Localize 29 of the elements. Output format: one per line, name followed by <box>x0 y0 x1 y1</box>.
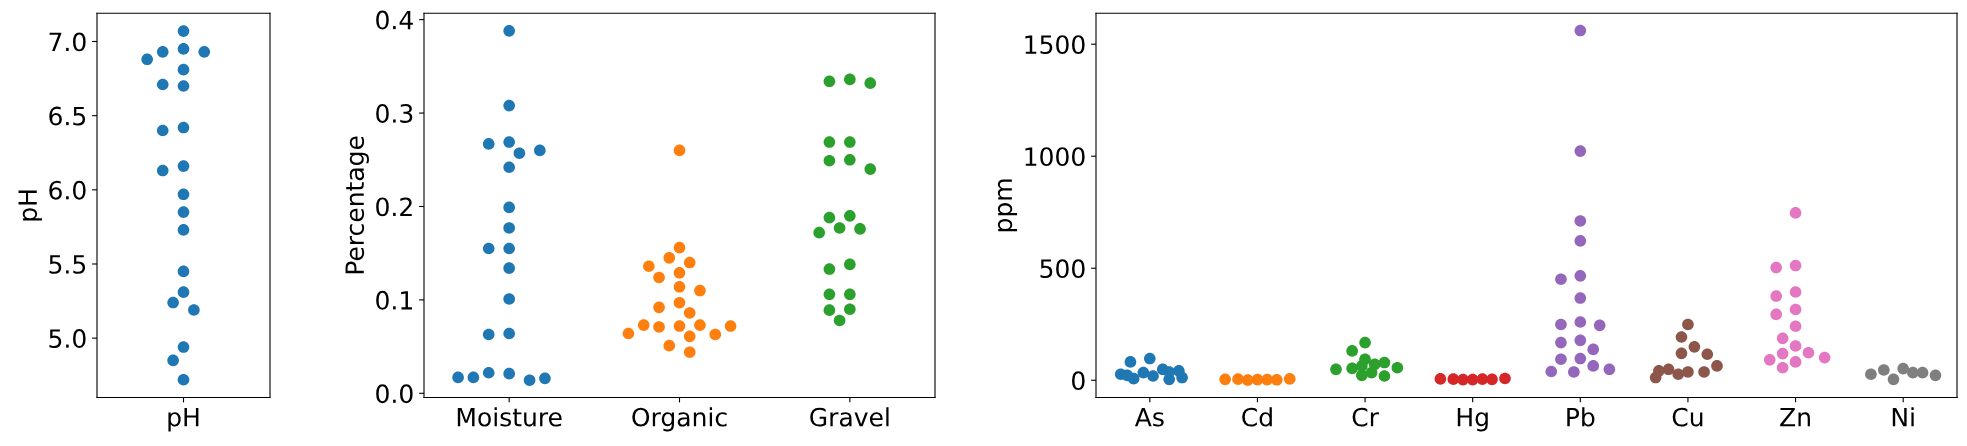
x-tick-label: Ni <box>1892 407 1914 427</box>
x-tick-label: Cr <box>1352 407 1379 427</box>
y-tick-label: 5.5 <box>49 255 86 274</box>
y-tick-label: 0 <box>1072 371 1085 391</box>
y-tick-label: 0.0 <box>376 384 413 404</box>
y-tick-label: 1000 <box>1025 147 1085 167</box>
y-tick-label: 500 <box>1040 259 1085 279</box>
y-tick-label: 0.2 <box>376 197 412 217</box>
x-tick-label: pH <box>168 407 199 432</box>
x-tick-label: Cd <box>1242 407 1272 427</box>
x-tick-label: Zn <box>1780 407 1810 427</box>
y-axis-title: Percentage <box>345 136 369 274</box>
x-tick-label: Organic <box>632 407 727 432</box>
y-axis-title: pH <box>18 190 42 221</box>
x-tick-label: Pb <box>1567 407 1595 427</box>
x-tick-label: Cu <box>1672 407 1703 427</box>
x-tick-label: Moisture <box>457 407 562 427</box>
x-tick-label: Gravel <box>810 407 889 427</box>
y-tick-label: 7.0 <box>49 32 86 52</box>
y-tick-label: 0.4 <box>376 10 413 30</box>
y-tick-label: 1500 <box>1025 35 1085 55</box>
y-tick-label: 6.5 <box>49 106 86 126</box>
y-tick-label: 5.0 <box>49 329 86 349</box>
y-tick-label: 0.3 <box>376 104 413 123</box>
x-tick-label: Hg <box>1457 407 1488 432</box>
x-tick-label: As <box>1134 407 1164 427</box>
y-tick-label: 6.0 <box>49 180 86 200</box>
y-tick-label: 0.1 <box>376 290 412 310</box>
y-axis-title: ppm <box>997 179 1018 232</box>
